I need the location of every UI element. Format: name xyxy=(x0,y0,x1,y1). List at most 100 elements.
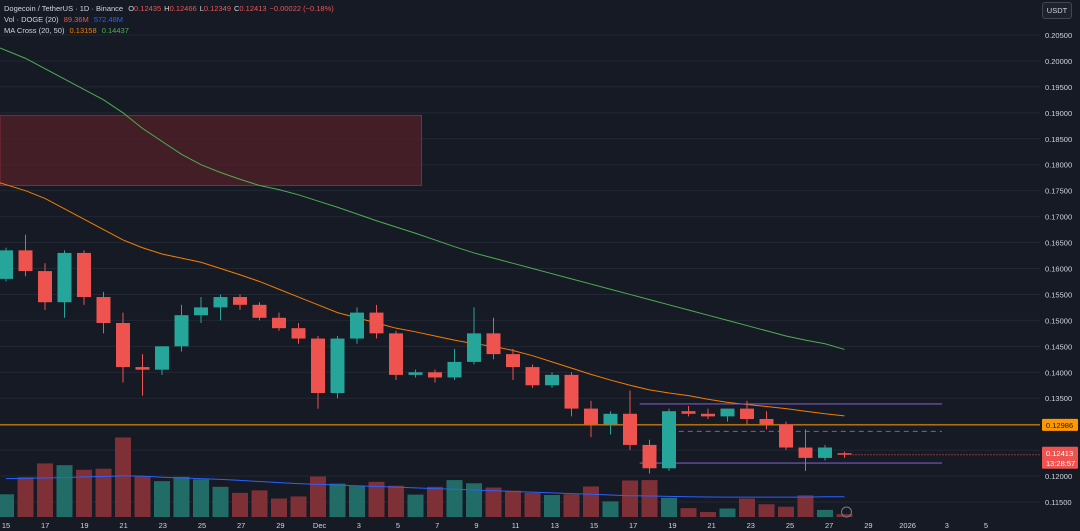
ohlc-key: L xyxy=(199,4,204,13)
candle-body xyxy=(38,271,52,303)
ma20-value: 0.13158 xyxy=(69,26,97,35)
candle xyxy=(720,408,735,422)
volume-bar xyxy=(485,487,502,517)
candle xyxy=(350,307,364,344)
candle xyxy=(818,444,832,461)
candle xyxy=(252,302,267,321)
symbol-title: Dogecoin / TetherUS · 1D · Binance xyxy=(4,4,124,13)
candle xyxy=(603,411,618,435)
price-tick-label: 0.18000 xyxy=(1045,161,1072,170)
volume-bar xyxy=(134,476,151,517)
time-tick-label: 7 xyxy=(435,521,439,530)
candle-body xyxy=(194,307,208,316)
volume-bar xyxy=(0,494,14,517)
candle xyxy=(194,297,208,323)
candle xyxy=(369,304,384,339)
candle xyxy=(57,250,72,318)
candle-body xyxy=(116,322,130,368)
candle xyxy=(759,411,774,430)
quote-currency-button[interactable]: USDT xyxy=(1042,2,1072,19)
volume-bar xyxy=(661,497,677,517)
ohlc-value: −0.00022 (−0.18%) xyxy=(269,4,334,13)
candle xyxy=(18,234,33,277)
candle-body xyxy=(18,250,33,272)
candle-body xyxy=(545,374,559,386)
candle xyxy=(447,348,462,381)
candle-body xyxy=(798,447,813,458)
ohlc-item-change: −0.00022 (−0.18%) xyxy=(270,4,334,13)
volume-bar xyxy=(563,494,580,517)
ohlc-value: 0.12349 xyxy=(203,4,231,13)
price-tick-label: 0.19000 xyxy=(1045,109,1072,118)
level-tag-bg xyxy=(1042,418,1078,431)
volume-bar xyxy=(602,501,619,517)
candle-body xyxy=(291,328,306,339)
candle xyxy=(837,451,852,458)
candle-body xyxy=(155,346,169,370)
realtime-marker-icon xyxy=(841,506,852,518)
price-tick-label: 0.12000 xyxy=(1045,472,1072,481)
volume-bar xyxy=(17,477,34,517)
volume-bar xyxy=(758,504,775,517)
time-tick-label: Dec xyxy=(313,521,327,530)
price-tick-label: 0.11500 xyxy=(1045,498,1072,507)
candle xyxy=(155,346,169,375)
time-tick-label: 21 xyxy=(707,521,715,530)
price-tick-label: 0.19500 xyxy=(1045,83,1072,92)
volume-bar xyxy=(680,508,697,517)
candle xyxy=(662,408,676,471)
candle-body xyxy=(272,317,286,329)
price-tick-label: 0.17500 xyxy=(1045,187,1072,196)
time-tick-label: 21 xyxy=(119,521,127,530)
volume-bar xyxy=(349,486,365,517)
volume-bar xyxy=(251,490,268,517)
candle xyxy=(525,364,540,388)
volume-bar xyxy=(154,481,170,517)
candle-body xyxy=(252,304,267,318)
candle xyxy=(233,294,247,311)
candle xyxy=(330,335,345,399)
volume-bar xyxy=(388,485,404,517)
volume-bar xyxy=(797,495,814,517)
candle-body xyxy=(584,408,598,425)
grid-lines xyxy=(0,34,1040,503)
candle-body xyxy=(389,333,403,375)
candle xyxy=(642,439,657,474)
candle xyxy=(38,263,52,311)
candle xyxy=(0,247,13,282)
candle-body xyxy=(330,338,345,394)
candle xyxy=(408,369,423,378)
candle xyxy=(96,291,111,334)
time-tick-label: 11 xyxy=(512,521,520,530)
ma50-value: 0.14437 xyxy=(101,26,129,35)
time-tick-label: 27 xyxy=(825,521,833,530)
volume-bar xyxy=(95,468,112,517)
candle xyxy=(135,354,150,396)
price-axis-bg xyxy=(1040,0,1080,531)
volume-bar xyxy=(173,476,190,517)
ohlc-item-o: O0.12435 xyxy=(128,4,161,13)
time-tick-label: 17 xyxy=(629,521,637,530)
ohlc-value: 0.12466 xyxy=(169,4,197,13)
volume-bar xyxy=(212,486,229,517)
ma-row: MA Cross (20, 50) 0.13158 0.14437 xyxy=(4,25,334,36)
volume-bar xyxy=(76,469,92,517)
price-tick-label: 0.17000 xyxy=(1045,213,1072,222)
ohlc-item-l: L0.12349 xyxy=(200,4,231,13)
candle xyxy=(291,322,306,344)
volume-bar xyxy=(56,465,73,517)
candle xyxy=(174,304,189,352)
volume-bar xyxy=(466,483,482,517)
candle xyxy=(213,294,228,321)
horizontal-level-tag: 0.12986 xyxy=(1042,418,1078,431)
candle xyxy=(798,429,813,471)
time-tick-label: 3 xyxy=(357,521,361,530)
candle xyxy=(389,330,403,381)
candle-body xyxy=(311,338,325,394)
time-tick-label: 25 xyxy=(198,521,206,530)
candle-body xyxy=(350,312,364,339)
price-tick-label: 0.18500 xyxy=(1045,135,1072,144)
